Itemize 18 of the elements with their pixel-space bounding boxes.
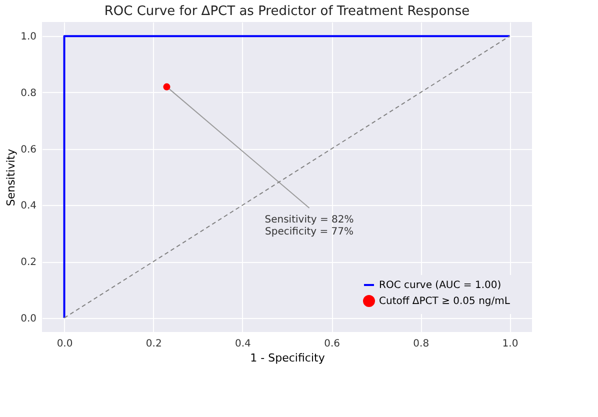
y-tick-label: 1.0 [20, 32, 36, 43]
y-tick-label: 0.4 [20, 200, 36, 212]
x-tick-label: 1.0 [502, 338, 518, 350]
x-tick-label: 0.2 [146, 338, 162, 350]
y-tick-label: 0.8 [20, 88, 36, 99]
y-tick-label: 0.6 [20, 144, 36, 156]
x-tick-label: 0.0 [56, 338, 73, 350]
y-tick-label: 0.2 [20, 257, 36, 268]
legend-label: Cutoff ΔPCT ≥ 0.05 ng/mL [379, 296, 510, 307]
annotation: Sensitivity = 82% Specificity = 77% [264, 214, 354, 238]
chart-title: ROC Curve for ΔPCT as Predictor of Treatment Response [104, 4, 470, 19]
y-tick-label: 0.0 [20, 313, 36, 324]
x-tick-label: 0.4 [235, 338, 251, 350]
legend-label: ROC curve (AUC = 1.00) [379, 280, 502, 291]
x-axis-title: 1 - Specificity [250, 352, 326, 364]
x-tick-label: 0.8 [413, 338, 430, 350]
x-tick-label: 0.6 [324, 338, 340, 350]
y-axis-title: Sensitivity [4, 148, 18, 206]
